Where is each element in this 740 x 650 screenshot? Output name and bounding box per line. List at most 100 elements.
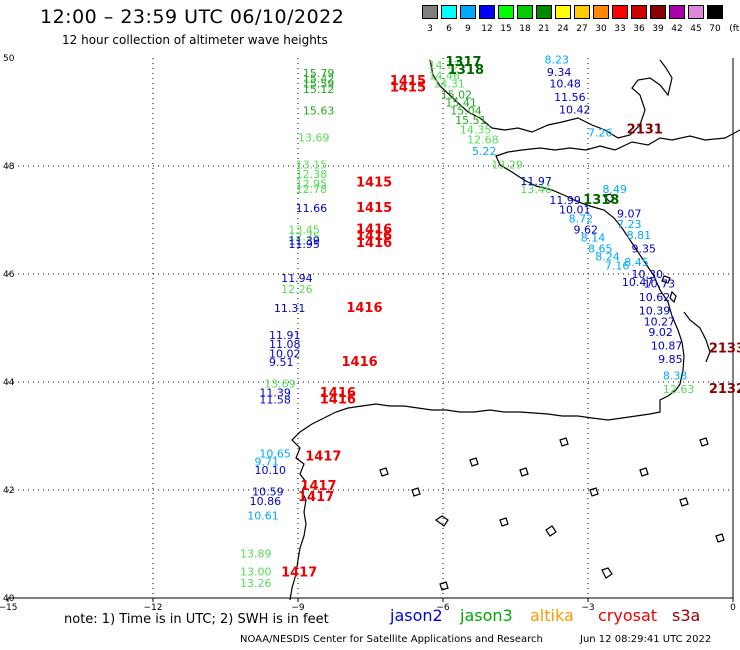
wave-height-value: 14.31 bbox=[433, 78, 465, 91]
wave-height-value: 14.46 bbox=[429, 70, 461, 83]
colorbar-swatch bbox=[517, 5, 533, 19]
map-frame: −15 −12 −9 −6 −3 0 50 48 46 44 42 40 bbox=[0, 54, 736, 613]
wave-height-value: 12.75 bbox=[288, 231, 320, 244]
wave-height-value: 10.48 bbox=[549, 78, 581, 91]
colorbar-label: 36 bbox=[633, 24, 645, 34]
satellite-pass-id: 1417 bbox=[298, 490, 334, 505]
wave-height-value: 11.56 bbox=[554, 91, 586, 104]
colorbar-label: 24 bbox=[557, 24, 569, 34]
wave-height-value: 8.65 bbox=[588, 242, 613, 255]
y-tick-label: 48 bbox=[3, 162, 15, 172]
x-tick-label: −12 bbox=[144, 603, 163, 613]
wave-height-value: 10.47 bbox=[622, 276, 654, 289]
satellite-pass-id: 1415 bbox=[356, 201, 392, 216]
wave-height-value: 10.27 bbox=[644, 315, 676, 328]
wave-height-value: 5.22 bbox=[472, 145, 497, 158]
wave-height-value: 15.02 bbox=[441, 89, 473, 102]
wave-height-value: 10.30 bbox=[632, 268, 664, 281]
satellite-pass-id: 1416 bbox=[342, 355, 378, 370]
colorbar-swatch bbox=[574, 5, 590, 19]
wave-height-value: 9.02 bbox=[648, 326, 673, 339]
x-tick-label: −9 bbox=[291, 603, 305, 613]
colorbar-label: 12 bbox=[481, 24, 493, 34]
legend-s3a: s3a bbox=[672, 606, 701, 625]
satellite-pass-id: 1415 bbox=[390, 74, 426, 89]
colorbar-label: 18 bbox=[519, 24, 531, 34]
wave-height-value: 14.35 bbox=[460, 124, 492, 137]
satellite-pass-id: 2131 bbox=[627, 123, 663, 138]
wave-height-value: 15.63 bbox=[303, 105, 335, 118]
wave-height-value: 9.51 bbox=[269, 356, 294, 369]
colorbar-label: 21 bbox=[538, 24, 550, 34]
wave-height-value: 10.73 bbox=[644, 278, 676, 291]
wave-height-value: 11.31 bbox=[274, 302, 306, 315]
y-tick-label: 50 bbox=[3, 54, 15, 64]
wave-height-value: 15.04 bbox=[450, 105, 482, 118]
y-tick-label: 42 bbox=[3, 486, 14, 496]
satellite-pass-id: 1318 bbox=[583, 193, 619, 208]
coastline-iberia-west bbox=[289, 407, 349, 601]
wave-height-value: 10.61 bbox=[247, 510, 279, 523]
wave-height-value: 7.23 bbox=[617, 218, 642, 231]
map-title: 12:00 – 23:59 UTC 06/10/2022 bbox=[40, 6, 345, 28]
wave-height-value: 8.49 bbox=[603, 183, 628, 196]
colorbar-swatch bbox=[593, 5, 609, 19]
wave-height-value: 9.62 bbox=[574, 224, 599, 237]
satellite-pass-labels: 1317131814151415141514151416141614161416… bbox=[281, 55, 740, 580]
colorbar-label: 45 bbox=[690, 24, 702, 34]
wave-height-value: 15.59 bbox=[303, 78, 335, 91]
colorbar-swatch bbox=[460, 5, 476, 19]
legend-altika: altika bbox=[530, 606, 574, 625]
map-grid bbox=[8, 58, 733, 598]
satellite-pass-id: 2133 bbox=[709, 341, 740, 356]
satellite-pass-id: 1415 bbox=[356, 176, 392, 191]
wave-height-value: 8.33 bbox=[663, 369, 688, 382]
island-oleron bbox=[669, 290, 677, 304]
wave-height-value: 13.89 bbox=[240, 548, 272, 561]
coastline-gironde bbox=[683, 311, 711, 363]
wave-height-value: 9.34 bbox=[547, 66, 572, 79]
wave-height-value: 15.41 bbox=[445, 97, 477, 110]
colorbar-unit: (ft) bbox=[729, 24, 740, 34]
wave-height-value: 10.86 bbox=[250, 495, 282, 508]
wave-height-value: 10.59 bbox=[252, 485, 283, 498]
legend-jason3: jason3 bbox=[460, 606, 513, 625]
colorbar-label: 9 bbox=[465, 24, 471, 34]
wave-height-value: 8.72 bbox=[569, 213, 594, 226]
wave-height-value: 10.62 bbox=[639, 291, 671, 304]
satellite-pass-id: 1318 bbox=[448, 63, 484, 78]
wave-height-value: 9.85 bbox=[658, 353, 683, 366]
colorbar-label: 42 bbox=[671, 24, 683, 34]
colorbar-swatch bbox=[650, 5, 666, 19]
island-ushant bbox=[602, 193, 615, 203]
wave-height-value: 10.39 bbox=[639, 305, 671, 318]
colorbar-swatch bbox=[707, 5, 723, 19]
satellite-pass-id: 1417 bbox=[305, 449, 341, 464]
footnote: note: 1) Time is in UTC; 2) SWH is in fe… bbox=[64, 612, 329, 627]
wave-height-value: 13.15 bbox=[296, 159, 328, 172]
coastline bbox=[289, 59, 740, 601]
wave-height-value: 10.65 bbox=[259, 448, 291, 461]
satellite-pass-id: 1416 bbox=[320, 393, 356, 408]
map-subtitle: 12 hour collection of altimeter wave hei… bbox=[62, 33, 328, 47]
satellite-pass-id: 1416 bbox=[320, 386, 356, 401]
colorbar-swatch bbox=[688, 5, 704, 19]
wave-height-value: 12.26 bbox=[281, 283, 313, 296]
wave-height-value: 15.51 bbox=[455, 114, 487, 127]
wave-height-value: 13.00 bbox=[240, 565, 272, 578]
generation-timestamp: Jun 12 08:29:41 UTC 2022 bbox=[580, 634, 712, 645]
wave-height-value: 15.79 bbox=[303, 67, 335, 80]
colorbar-swatch bbox=[441, 5, 457, 19]
coastline-france bbox=[495, 129, 740, 391]
wave-height-value: 13.69 bbox=[264, 377, 296, 390]
satellite-pass-id: 1417 bbox=[281, 565, 317, 580]
x-tick-label: −6 bbox=[436, 603, 450, 613]
wave-height-value: 11.66 bbox=[296, 202, 328, 215]
x-tick-label: −15 bbox=[0, 603, 18, 613]
wave-height-value: 8.45 bbox=[624, 256, 649, 269]
wave-height-value: 12.38 bbox=[296, 168, 328, 181]
wave-height-value: 7.26 bbox=[588, 126, 613, 139]
satellite-pass-id: 1416 bbox=[356, 223, 392, 238]
wave-height-value: 10.02 bbox=[269, 348, 301, 361]
wave-height-value: 14.77 bbox=[429, 59, 461, 72]
